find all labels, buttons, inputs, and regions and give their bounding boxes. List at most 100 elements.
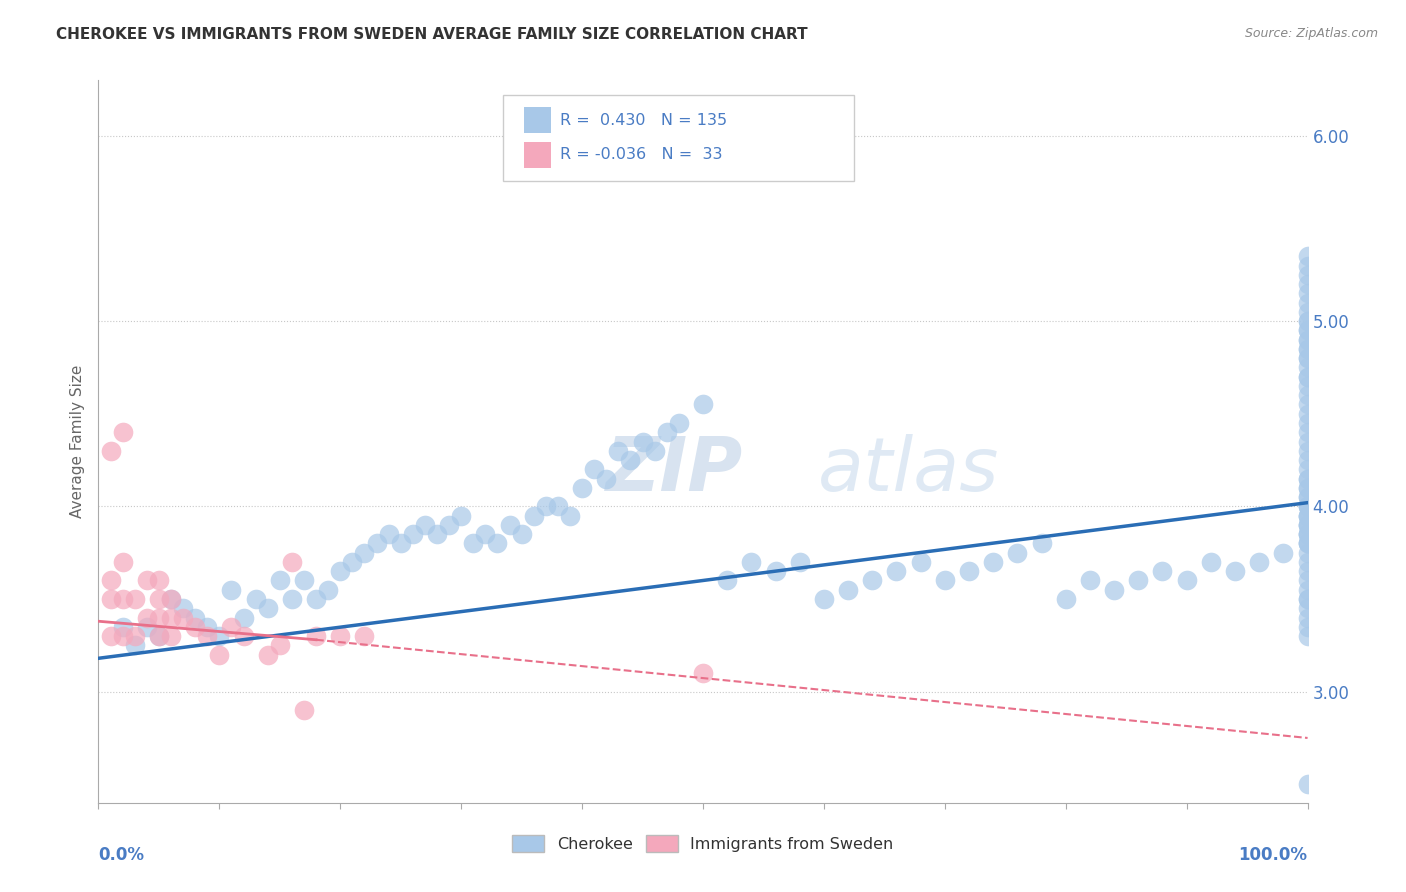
Text: R =  0.430   N = 135: R = 0.430 N = 135 xyxy=(561,112,727,128)
Point xyxy=(1128,574,1150,588)
Point xyxy=(534,500,557,514)
Point xyxy=(1296,286,1319,301)
Point xyxy=(886,564,908,578)
Point xyxy=(1296,574,1319,588)
Point xyxy=(1296,397,1319,411)
Point xyxy=(1296,517,1319,532)
Point xyxy=(498,517,520,532)
Point xyxy=(232,610,254,624)
Point xyxy=(1296,536,1319,550)
Point xyxy=(135,574,157,588)
Point xyxy=(100,629,122,643)
Point xyxy=(1296,601,1319,615)
Point xyxy=(644,443,666,458)
Text: Source: ZipAtlas.com: Source: ZipAtlas.com xyxy=(1244,27,1378,40)
Point xyxy=(1272,546,1295,560)
Point xyxy=(558,508,581,523)
Point xyxy=(135,610,157,624)
Point xyxy=(1249,555,1271,569)
Point xyxy=(1296,472,1319,486)
Point xyxy=(1296,582,1319,597)
Point xyxy=(1296,462,1319,476)
Point xyxy=(1296,425,1319,440)
Point xyxy=(1296,333,1319,347)
Point xyxy=(1296,508,1319,523)
Point xyxy=(813,592,835,607)
Point xyxy=(269,638,291,652)
Point xyxy=(1031,536,1053,550)
Point xyxy=(692,666,714,681)
Point xyxy=(1296,369,1319,384)
Point xyxy=(1296,351,1319,366)
Point xyxy=(860,574,883,588)
Point xyxy=(571,481,593,495)
Point xyxy=(1296,610,1319,624)
Point xyxy=(1296,295,1319,310)
Point xyxy=(1296,500,1319,514)
Point xyxy=(1296,620,1319,634)
Text: R = -0.036   N =  33: R = -0.036 N = 33 xyxy=(561,147,723,162)
Point xyxy=(111,555,134,569)
Point xyxy=(1296,481,1319,495)
Point xyxy=(981,555,1004,569)
Point xyxy=(1296,314,1319,328)
Point xyxy=(1296,536,1319,550)
Point xyxy=(1296,508,1319,523)
Text: CHEROKEE VS IMMIGRANTS FROM SWEDEN AVERAGE FAMILY SIZE CORRELATION CHART: CHEROKEE VS IMMIGRANTS FROM SWEDEN AVERA… xyxy=(56,27,808,42)
Point xyxy=(1296,555,1319,569)
Point xyxy=(160,610,183,624)
Text: ZIP: ZIP xyxy=(606,434,744,507)
Point xyxy=(1296,443,1319,458)
Point xyxy=(305,629,328,643)
Point xyxy=(160,592,183,607)
Point xyxy=(910,555,932,569)
Point xyxy=(957,564,980,578)
Point xyxy=(124,629,146,643)
Point xyxy=(148,610,170,624)
Legend: Cherokee, Immigrants from Sweden: Cherokee, Immigrants from Sweden xyxy=(505,827,901,860)
Point xyxy=(523,508,546,523)
Point xyxy=(1296,369,1319,384)
Point xyxy=(1296,323,1319,337)
Point xyxy=(668,416,690,430)
Point xyxy=(1296,536,1319,550)
Point xyxy=(1054,592,1077,607)
Point xyxy=(765,564,787,578)
Point xyxy=(1296,564,1319,578)
FancyBboxPatch shape xyxy=(503,95,855,181)
Point xyxy=(232,629,254,643)
Point xyxy=(583,462,606,476)
Point xyxy=(1296,592,1319,607)
Point xyxy=(1199,555,1222,569)
Point xyxy=(329,564,352,578)
Point xyxy=(160,592,183,607)
Point xyxy=(1102,582,1125,597)
Point xyxy=(1296,453,1319,467)
Point xyxy=(1296,333,1319,347)
Point xyxy=(789,555,811,569)
Text: 0.0%: 0.0% xyxy=(98,847,145,864)
Point xyxy=(1296,379,1319,393)
Point xyxy=(1296,777,1319,791)
Point xyxy=(1296,342,1319,356)
Point xyxy=(377,527,399,541)
Point xyxy=(1296,527,1319,541)
Point xyxy=(631,434,654,449)
Point xyxy=(1296,323,1319,337)
Point xyxy=(353,546,375,560)
Point xyxy=(1296,249,1319,263)
Point xyxy=(607,443,630,458)
Point xyxy=(1296,351,1319,366)
Point xyxy=(184,610,207,624)
Point xyxy=(740,555,762,569)
Point xyxy=(135,620,157,634)
Text: atlas: atlas xyxy=(818,434,1000,507)
Point xyxy=(510,527,533,541)
Point xyxy=(316,582,339,597)
Point xyxy=(486,536,509,550)
Point xyxy=(1296,360,1319,375)
Point xyxy=(1296,500,1319,514)
Point xyxy=(329,629,352,643)
Point xyxy=(111,425,134,440)
Point xyxy=(1296,277,1319,291)
